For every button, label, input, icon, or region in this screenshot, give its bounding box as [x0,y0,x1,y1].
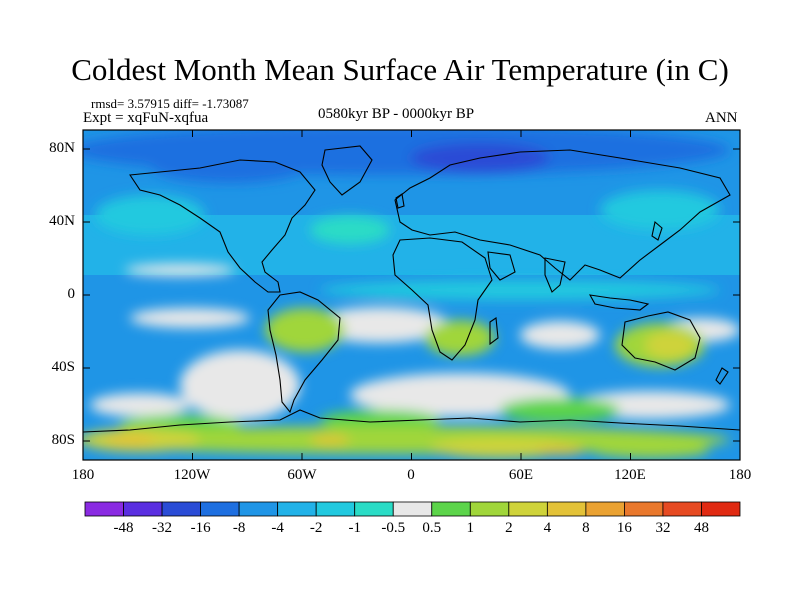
temperature-field [83,130,740,460]
coast-australia [621,311,701,371]
colorbar-swatch [662,501,702,517]
lon-label-180-west: 180 [71,467,95,483]
colorbar-swatch [315,501,356,517]
coast-north-america [129,159,316,293]
colorbar-swatch [431,501,471,517]
colorbar-swatch [701,501,741,517]
coast-south-america [267,291,341,414]
lon-label-120e: 120E [614,467,646,483]
colorbar-label: 32 [655,520,671,536]
coastlines [83,145,740,433]
colorbar-label: 4 [543,520,552,536]
lon-label-180-east: 180 [728,467,752,483]
colorbar-label: -48 [113,520,134,536]
stats-label: rmsd= 3.57915 diff= -1.73087 [91,96,249,111]
coast-new-zealand [715,367,729,385]
coast-greenland [321,145,373,196]
colorbar-label: 0.5 [422,520,442,536]
colorbar-swatch [123,501,163,517]
coast-arabia [487,251,516,281]
colorbar-label: -1 [348,520,361,536]
colorbar-label: -4 [271,520,284,536]
axis-ticks [82,130,741,460]
experiment-label: Expt = xqFuN-xqfua [83,110,209,126]
coast-antarctica [83,409,740,433]
lat-label-80n: 80N [49,140,75,156]
lon-label-120w: 120W [173,467,211,483]
map-title: Coldest Month Mean Surface Air Temperatu… [71,52,729,87]
coast-japan [651,220,663,241]
colorbar-swatch [161,501,201,517]
colorbar-swatch [624,501,664,517]
lat-label-0: 0 [67,286,76,302]
colorbar-swatch [354,501,394,517]
colorbar-swatch [238,501,279,517]
colorbar [84,501,741,517]
lon-label-60e: 60E [508,467,534,483]
colorbar-label: 2 [505,520,513,536]
colorbar-label: -2 [309,520,323,536]
colorbar-swatch [469,501,510,517]
colorbar-swatch [508,501,548,517]
period-label: 0580kyr BP - 0000kyr BP [318,106,475,122]
colorbar-label: -32 [152,520,173,536]
colorbar-label: 1 [466,520,475,536]
colorbar-label: 48 [693,520,709,536]
lat-label-40n: 40N [49,213,75,229]
coast-africa [392,237,493,361]
coast-eurasia [394,149,731,281]
colorbar-label: -8 [232,520,246,536]
coast-british-isles [395,193,405,209]
colorbar-label: 8 [582,520,590,536]
coast-indonesia [588,294,650,311]
season-label: ANN [705,110,738,126]
colorbar-label: 16 [616,520,632,536]
lat-label-40s: 40S [51,359,75,375]
colorbar-swatch [200,501,240,517]
colorbar-swatch [277,501,317,517]
lat-label-80s: 80S [51,432,75,448]
lon-label-60w: 60W [287,467,317,483]
colorbar-label: -0.5 [381,520,406,536]
colorbar-swatch [392,501,433,517]
coast-madagascar [489,317,499,346]
coast-india [544,257,566,293]
colorbar-swatch [546,501,587,517]
colorbar-label: -16 [190,520,211,536]
colorbar-swatch [585,501,625,517]
lon-label-0: 0 [407,467,415,483]
colorbar-swatch [84,501,124,517]
